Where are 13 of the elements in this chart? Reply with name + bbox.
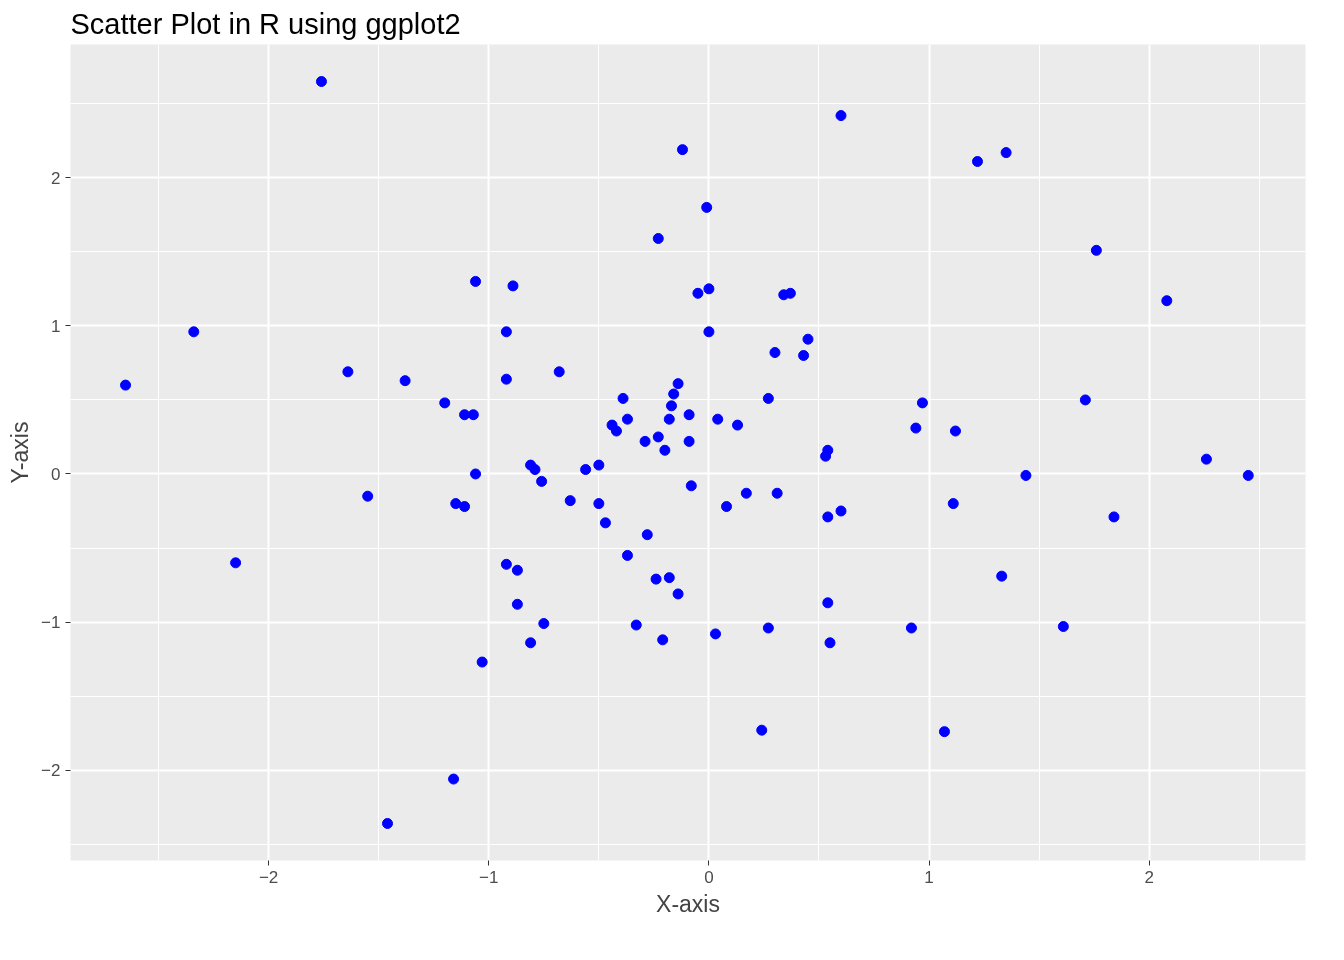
x-tick-label: 1 [924, 867, 934, 887]
x-tick-label: −2 [258, 867, 279, 887]
x-axis-title: X-axis [656, 890, 720, 917]
y-tick-label: 2 [51, 168, 61, 188]
chart-title: Scatter Plot in R using ggplot2 [70, 7, 461, 40]
x-tick-label: 0 [704, 867, 714, 887]
y-tick-label: 0 [51, 464, 61, 484]
y-tick-label: −2 [41, 761, 61, 781]
y-tick-label: 1 [51, 316, 61, 336]
y-axis-title: Y-axis [7, 421, 34, 484]
x-tick-label: −1 [479, 867, 499, 887]
y-tick-label: −1 [41, 613, 61, 633]
x-tick-label: 2 [1144, 867, 1154, 887]
